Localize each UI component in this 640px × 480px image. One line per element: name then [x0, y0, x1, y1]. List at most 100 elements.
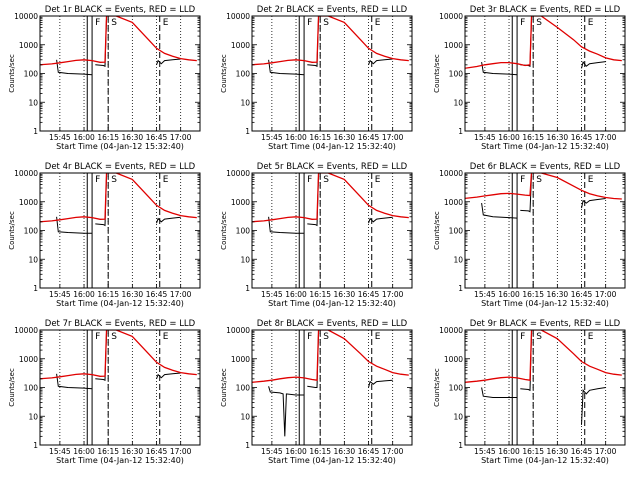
y-tick-label: 10: [240, 412, 250, 421]
series-lld: [40, 16, 197, 66]
y-tick-label: 10000: [14, 326, 38, 335]
x-tick-label: 15:45: [49, 447, 71, 456]
y-tick-label: 10000: [439, 12, 463, 21]
x-tick-label: 16:30: [122, 133, 144, 142]
x-tick-label: 16:15: [522, 447, 544, 456]
y-tick-label: 10: [453, 412, 463, 421]
series-lld: [40, 330, 197, 380]
marker-label-e: E: [163, 18, 169, 28]
y-tick-label: 1000: [19, 198, 38, 207]
y-tick-label: 1: [458, 127, 463, 136]
panel-det-2: Det 2r BLACK = Events, RED = LLD F S E 1 10 10…: [220, 5, 413, 151]
y-tick-label: 10000: [226, 12, 250, 21]
y-tick-label: 10000: [439, 326, 463, 335]
y-tick-label: 1: [245, 441, 250, 450]
y-tick-label: 10: [28, 412, 38, 421]
x-tick-label: 16:45: [146, 133, 168, 142]
marker-label-f: F: [307, 18, 312, 28]
x-tick-label: 15:45: [474, 290, 496, 299]
marker-label-f: F: [520, 332, 525, 342]
series-line-events: [56, 373, 93, 390]
marker-label-e: E: [375, 18, 381, 28]
marker-label-f: F: [95, 18, 100, 28]
y-tick-label: 1: [33, 441, 38, 450]
x-tick-label: 16:00: [285, 290, 307, 299]
x-tick-label: 15:45: [261, 290, 283, 299]
series-lld: [465, 16, 622, 69]
x-tick-label: 16:30: [547, 133, 569, 142]
y-axis-label: Counts/sec: [220, 54, 228, 93]
x-axis-label: Start Time (04-Jan-12 15:32:40): [481, 142, 609, 151]
series-line-lld: [465, 173, 622, 200]
y-tick-label: 1: [458, 284, 463, 293]
marker-label-s: S: [323, 332, 329, 342]
panel-det-7: Det 7r BLACK = Events, RED = LLD F S E 1 10 10…: [8, 319, 201, 465]
y-axis-label: Counts/sec: [8, 54, 16, 93]
x-axis-label: Start Time (04-Jan-12 15:32:40): [268, 456, 396, 465]
series-line-events: [368, 216, 393, 224]
chart-title: Det 6r BLACK = Events, RED = LLD: [470, 162, 621, 172]
panel-det-5: Det 5r BLACK = Events, RED = LLD F S E 1 10 10…: [220, 162, 413, 308]
x-tick-label: 16:30: [334, 447, 356, 456]
x-tick-label: 16:45: [358, 447, 380, 456]
chart-title: Det 3r BLACK = Events, RED = LLD: [470, 5, 621, 15]
x-tick-label: 16:30: [122, 290, 144, 299]
y-tick-label: 10000: [14, 12, 38, 21]
y-tick-label: 100: [24, 70, 39, 79]
x-tick-label: 16:45: [571, 133, 593, 142]
marker-label-s: S: [323, 175, 329, 185]
chart-title: Det 7r BLACK = Events, RED = LLD: [45, 319, 196, 329]
series-line-events: [581, 60, 606, 69]
y-axis-label: Counts/sec: [8, 368, 16, 407]
x-tick-label: 15:45: [474, 447, 496, 456]
series-line-events: [268, 216, 305, 234]
x-tick-label: 16:15: [309, 290, 331, 299]
x-tick-label: 16:00: [285, 447, 307, 456]
series-line-lld: [40, 330, 197, 380]
series-line-events: [268, 59, 305, 76]
x-tick-label: 15:45: [261, 447, 283, 456]
y-tick-label: 100: [449, 384, 464, 393]
x-tick-label: 16:00: [498, 447, 520, 456]
panel-det-8: Det 8r BLACK = Events, RED = LLD F S E 1 10 10…: [220, 319, 413, 465]
panel-det-1: Det 1r BLACK = Events, RED = LLD F S E 1 10 10…: [8, 5, 201, 151]
series-line-events: [581, 198, 606, 209]
marker-label-e: E: [588, 175, 594, 185]
series-line-lld: [40, 16, 197, 66]
y-tick-label: 100: [24, 227, 39, 236]
series-line-events: [156, 58, 181, 65]
series-line-events: [481, 387, 518, 398]
x-tick-label: 17:00: [170, 447, 192, 456]
marker-label-f: F: [520, 18, 525, 28]
y-tick-label: 10000: [439, 169, 463, 178]
x-tick-label: 17:00: [170, 133, 192, 142]
x-axis-label: Start Time (04-Jan-12 15:32:40): [56, 142, 184, 151]
chart-title: Det 2r BLACK = Events, RED = LLD: [257, 5, 408, 15]
panel-det-3: Det 3r BLACK = Events, RED = LLD F S E 1 10 10…: [433, 5, 626, 151]
series-line-lld: [252, 173, 409, 223]
y-axis-label: Counts/sec: [433, 368, 441, 407]
x-tick-label: 16:30: [334, 133, 356, 142]
x-tick-label: 16:30: [122, 447, 144, 456]
x-axis-label: Start Time (04-Jan-12 15:32:40): [481, 299, 609, 308]
chart-title: Det 9r BLACK = Events, RED = LLD: [470, 319, 621, 329]
series-line-events: [581, 387, 606, 425]
x-tick-label: 17:00: [382, 133, 404, 142]
y-tick-label: 10: [453, 255, 463, 264]
marker-label-s: S: [111, 175, 117, 185]
y-tick-label: 1: [245, 127, 250, 136]
series-lld: [252, 16, 409, 66]
chart-title: Det 8r BLACK = Events, RED = LLD: [257, 319, 408, 329]
y-tick-label: 1000: [19, 41, 38, 50]
x-tick-label: 16:30: [547, 447, 569, 456]
x-tick-label: 15:45: [49, 290, 71, 299]
y-tick-label: 1000: [231, 355, 250, 364]
series-lld: [252, 173, 409, 223]
x-tick-label: 16:45: [358, 290, 380, 299]
x-tick-label: 16:15: [522, 290, 544, 299]
series-line-lld: [40, 173, 197, 223]
x-axis-label: Start Time (04-Jan-12 15:32:40): [56, 456, 184, 465]
series-line-lld: [252, 16, 409, 66]
y-tick-label: 1000: [444, 355, 463, 364]
